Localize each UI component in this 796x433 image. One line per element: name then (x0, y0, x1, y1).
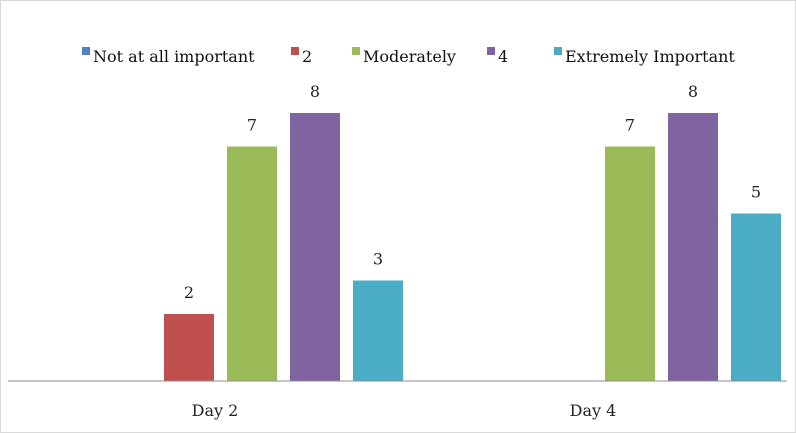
bar-day-2-2 (164, 314, 214, 381)
legend-label-2: 2 (302, 47, 312, 66)
legend-label-moderately: Moderately (363, 47, 456, 66)
legend-swatch-extremely-important (554, 47, 562, 55)
legend-label-not-at-all-important: Not at all important (93, 47, 255, 66)
bar-day-4-extremely-important (731, 213, 781, 381)
legend: Not at all important 2 Moderately 4 Extremel… (82, 47, 735, 66)
x-tick-labels: Day 2 Day 4 (192, 401, 617, 420)
legend-label-extremely-important: Extremely Important (565, 47, 735, 66)
x-tick-day-4: Day 4 (570, 401, 617, 420)
value-labels: 2 7 8 3 7 8 5 (184, 82, 761, 302)
data-label-day-4-4: 8 (688, 82, 698, 101)
data-label-day-2-4: 8 (310, 82, 320, 101)
data-label-day-2-extremely-important: 3 (373, 250, 383, 269)
data-label-day-4-extremely-important: 5 (751, 183, 761, 202)
bar-day-2-extremely-important (353, 280, 403, 381)
legend-swatch-4 (487, 47, 495, 55)
bars (164, 113, 781, 381)
legend-label-4: 4 (498, 47, 508, 66)
bar-day-4-4 (668, 113, 718, 381)
data-label-day-4-moderately: 7 (625, 116, 635, 135)
legend-swatch-not-at-all-important (82, 47, 90, 55)
data-label-day-2-2: 2 (184, 283, 194, 302)
legend-swatch-moderately (352, 47, 360, 55)
x-tick-day-2: Day 2 (192, 401, 239, 420)
legend-swatch-2 (291, 47, 299, 55)
data-label-day-2-moderately: 7 (247, 116, 257, 135)
bar-day-4-moderately (605, 146, 655, 381)
bar-day-2-moderately (227, 146, 277, 381)
bar-day-2-4 (290, 113, 340, 381)
